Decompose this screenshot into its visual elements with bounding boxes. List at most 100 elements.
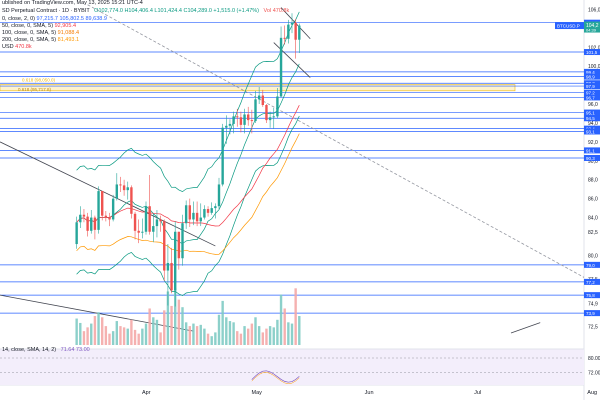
lower-channel-line[interactable]: [273, 42, 311, 78]
candle-body[interactable]: [221, 127, 224, 185]
volume-bar: [250, 323, 254, 345]
candle-body[interactable]: [159, 219, 162, 222]
rsi-tick-label: 72.00: [588, 370, 600, 376]
candle-body[interactable]: [254, 99, 257, 122]
candle-body[interactable]: [122, 185, 126, 191]
horizontal-levels-layer[interactable]: [0, 22, 584, 314]
candle-body[interactable]: [232, 116, 235, 124]
candle-body[interactable]: [225, 125, 228, 128]
downtrend-line[interactable]: [0, 141, 216, 247]
candle-body[interactable]: [272, 116, 275, 118]
candle-body[interactable]: [130, 187, 133, 214]
candle-body[interactable]: [115, 184, 118, 199]
lower-downtrend-line[interactable]: [0, 294, 194, 332]
candle-body[interactable]: [276, 96, 279, 117]
candle-body[interactable]: [170, 262, 173, 291]
candle-body[interactable]: [137, 230, 140, 233]
indicator-line[interactable]: USD 470.8k: [2, 44, 107, 51]
candle-body[interactable]: [236, 116, 239, 118]
candle-body[interactable]: [181, 223, 184, 259]
candles-layer[interactable]: [75, 13, 301, 307]
candle-body[interactable]: [294, 22, 297, 40]
time-tick-label: Apr: [142, 390, 151, 396]
rsi-legend[interactable]: 14, close, SMA, 14, 2) 71.64 73.00: [2, 347, 90, 354]
bollinger-lower-line: [76, 115, 300, 297]
volume-bar: [137, 333, 140, 345]
price-tick-label: 96,0: [588, 102, 598, 108]
candle-body[interactable]: [203, 209, 206, 218]
candle-body[interactable]: [79, 214, 82, 223]
indicator-line[interactable]: 200, close, 0, SMA, 5) 81,493.1: [2, 37, 107, 44]
candle-body[interactable]: [108, 217, 111, 220]
candle-body[interactable]: [228, 123, 232, 126]
price-tick-label: 88,0: [588, 178, 598, 184]
candle-body[interactable]: [250, 120, 254, 122]
candle-body[interactable]: [119, 184, 122, 186]
candle-body[interactable]: [90, 217, 93, 231]
candle-body[interactable]: [148, 206, 151, 232]
candle-body[interactable]: [155, 219, 159, 227]
candle-body[interactable]: [82, 214, 86, 217]
candle-body[interactable]: [163, 221, 166, 271]
candle-body[interactable]: [265, 105, 268, 121]
candle-body[interactable]: [97, 191, 100, 230]
candle-body[interactable]: [166, 262, 170, 271]
volume-bar: [232, 322, 235, 345]
time-tick-label: Jul: [474, 390, 481, 396]
candle-body[interactable]: [111, 198, 115, 220]
candle-body[interactable]: [279, 37, 283, 97]
volume-bar: [141, 328, 144, 345]
candle-body[interactable]: [210, 208, 213, 213]
candle-body[interactable]: [290, 22, 294, 25]
indicator-legend[interactable]: 0, close, 2, 0) 97,215.7 105,802.5 89,63…: [2, 16, 107, 51]
candle-body[interactable]: [86, 216, 89, 231]
volume-bar: [206, 333, 210, 345]
moving-averages-layer: [76, 11, 300, 297]
candle-body[interactable]: [257, 95, 261, 100]
candle-body[interactable]: [217, 184, 221, 207]
candle-body[interactable]: [93, 217, 97, 230]
candle-body[interactable]: [126, 187, 129, 191]
candle-body[interactable]: [283, 37, 286, 39]
candle-body[interactable]: [214, 206, 217, 209]
candle-body[interactable]: [192, 212, 195, 220]
candle-body[interactable]: [247, 114, 250, 121]
candle-body[interactable]: [261, 95, 264, 105]
candle-body[interactable]: [199, 217, 202, 222]
candle-body[interactable]: [298, 25, 301, 40]
indicator-name: 0, close, 2, 0): [2, 16, 36, 22]
indicator-values: 470.8k: [13, 44, 32, 50]
candle-body[interactable]: [268, 117, 272, 121]
candle-body[interactable]: [133, 213, 137, 231]
level-price-tag-text: 94,5: [586, 116, 595, 121]
volume-bar: [276, 319, 279, 345]
volume-bar: [279, 294, 283, 345]
current-price-countdown: 04:39: [586, 28, 597, 33]
indicator-line[interactable]: 100, close, 0, SMA, 5) 91,088.4: [2, 30, 107, 37]
candle-body[interactable]: [206, 209, 210, 213]
indicator-line[interactable]: 0, close, 2, 0) 97,215.7 105,802.5 89,63…: [2, 16, 107, 23]
fib-zone: [0, 84, 516, 92]
candle-body[interactable]: [177, 231, 181, 259]
candle-body[interactable]: [174, 231, 177, 291]
candle-body[interactable]: [101, 191, 104, 216]
candle-body[interactable]: [152, 226, 155, 232]
indicator-line[interactable]: 50, close, 0, SMA, 5) 92,905.4: [2, 23, 107, 30]
candle-body[interactable]: [141, 231, 144, 233]
candle-body[interactable]: [239, 117, 243, 125]
price-tick-label: 80,0: [588, 253, 598, 259]
candle-body[interactable]: [144, 206, 148, 232]
candle-body[interactable]: [195, 212, 199, 222]
candle-body[interactable]: [188, 205, 191, 220]
volume-bar: [272, 327, 275, 345]
candle-body[interactable]: [243, 114, 246, 125]
candle-body[interactable]: [287, 24, 290, 39]
candle-body[interactable]: [184, 205, 188, 224]
volume-bar: [177, 299, 181, 345]
candle-body[interactable]: [75, 222, 78, 245]
volume-bar: [181, 307, 184, 345]
candle-body[interactable]: [104, 215, 108, 218]
price-tick-label: 94,0: [588, 121, 598, 127]
small-trendline[interactable]: [510, 322, 541, 334]
